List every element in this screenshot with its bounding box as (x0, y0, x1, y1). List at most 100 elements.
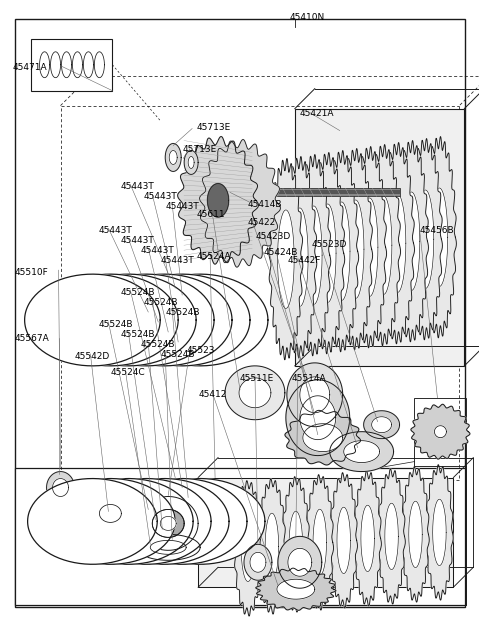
Polygon shape (422, 136, 456, 338)
Text: 45443T: 45443T (165, 202, 199, 211)
Text: 45471A: 45471A (12, 63, 48, 72)
Polygon shape (385, 503, 398, 570)
Polygon shape (330, 473, 358, 608)
Polygon shape (320, 204, 336, 303)
Polygon shape (138, 497, 198, 550)
Text: 45510F: 45510F (15, 268, 48, 277)
Text: 45442F: 45442F (288, 256, 321, 265)
Text: 45443T: 45443T (160, 256, 194, 265)
Polygon shape (99, 479, 229, 564)
Polygon shape (225, 366, 285, 420)
Polygon shape (96, 274, 232, 366)
Polygon shape (277, 210, 294, 308)
Polygon shape (60, 274, 196, 366)
Text: 45511E: 45511E (240, 374, 274, 383)
Text: 45524A: 45524A (196, 252, 230, 261)
Polygon shape (152, 509, 184, 538)
Text: 45443T: 45443T (140, 246, 174, 255)
Polygon shape (234, 481, 262, 616)
Text: 45611: 45611 (196, 211, 225, 220)
Polygon shape (277, 579, 315, 599)
Polygon shape (381, 143, 415, 344)
Text: 45542D: 45542D (74, 352, 110, 361)
Text: 45414B: 45414B (248, 200, 282, 209)
Text: 45424B: 45424B (264, 248, 298, 257)
Polygon shape (63, 479, 193, 564)
Polygon shape (426, 465, 453, 600)
Polygon shape (256, 568, 336, 611)
Polygon shape (313, 509, 326, 575)
Bar (15, 468, 465, 605)
Polygon shape (87, 495, 133, 532)
Polygon shape (367, 145, 400, 346)
Polygon shape (188, 156, 194, 168)
Text: 45524B: 45524B (160, 350, 195, 359)
Text: 45456B: 45456B (420, 227, 454, 236)
Text: 45410N: 45410N (290, 13, 325, 22)
Polygon shape (372, 417, 392, 433)
Text: 45713E: 45713E (182, 145, 216, 154)
Polygon shape (353, 147, 386, 348)
Polygon shape (200, 140, 280, 267)
Polygon shape (258, 479, 286, 614)
Polygon shape (244, 545, 272, 580)
Polygon shape (239, 378, 271, 408)
Polygon shape (417, 190, 434, 289)
Polygon shape (47, 472, 74, 504)
Polygon shape (46, 479, 175, 564)
Polygon shape (160, 516, 176, 531)
Polygon shape (118, 479, 247, 564)
Text: 45524B: 45524B (165, 308, 200, 317)
Polygon shape (132, 274, 268, 366)
Polygon shape (99, 504, 121, 522)
Text: 45412: 45412 (198, 390, 227, 399)
Text: 45524B: 45524B (140, 340, 175, 349)
Polygon shape (286, 380, 350, 456)
Polygon shape (288, 548, 312, 576)
Polygon shape (325, 150, 359, 352)
Polygon shape (28, 479, 157, 564)
Polygon shape (408, 139, 443, 340)
Polygon shape (311, 152, 345, 354)
Polygon shape (24, 274, 160, 366)
Polygon shape (395, 141, 429, 342)
Polygon shape (402, 467, 429, 602)
Polygon shape (150, 540, 186, 554)
Text: 45443T: 45443T (144, 193, 177, 202)
Polygon shape (178, 136, 259, 264)
Polygon shape (339, 148, 372, 350)
Polygon shape (291, 208, 308, 307)
Polygon shape (184, 150, 198, 175)
Text: 45514A: 45514A (292, 374, 326, 383)
Text: 45443T: 45443T (120, 182, 154, 191)
Polygon shape (169, 150, 177, 164)
Polygon shape (334, 202, 350, 300)
Polygon shape (52, 479, 69, 497)
Polygon shape (79, 274, 214, 366)
Polygon shape (434, 426, 446, 438)
Polygon shape (361, 505, 374, 572)
Polygon shape (306, 475, 334, 610)
Text: 45524B: 45524B (144, 298, 178, 307)
Polygon shape (297, 155, 331, 356)
Polygon shape (411, 404, 470, 459)
Polygon shape (282, 477, 310, 612)
Polygon shape (431, 188, 448, 287)
Text: 45523D: 45523D (312, 240, 347, 249)
Polygon shape (300, 377, 330, 413)
Text: 45524B: 45524B (120, 288, 155, 297)
Text: 45524C: 45524C (110, 368, 145, 377)
Text: 45443T: 45443T (120, 236, 154, 245)
Polygon shape (269, 159, 303, 360)
Text: 45443T: 45443T (98, 227, 132, 236)
Polygon shape (82, 479, 211, 564)
Polygon shape (265, 513, 279, 580)
Bar (198, 477, 454, 588)
Bar (295, 109, 464, 366)
Polygon shape (378, 468, 405, 604)
Text: 45524B: 45524B (120, 330, 155, 339)
Polygon shape (364, 411, 399, 438)
Text: 45524B: 45524B (98, 320, 133, 329)
Bar (415, 398, 467, 465)
Text: 45422: 45422 (248, 218, 276, 227)
